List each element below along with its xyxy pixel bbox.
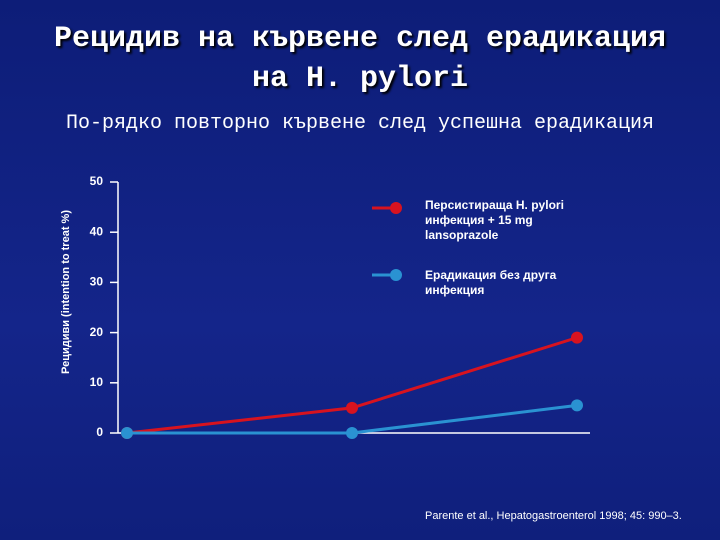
y-tick-label: 10 bbox=[90, 375, 104, 389]
chart-title: на H. pylori bbox=[251, 62, 469, 96]
chart-subtitle: По-рядко повторно кървене след успешна е… bbox=[65, 112, 655, 135]
y-tick-label: 40 bbox=[90, 224, 104, 238]
data-point bbox=[571, 331, 583, 344]
data-point bbox=[346, 427, 358, 439]
y-axis-label: Рецидиви (intention to treat %) bbox=[60, 210, 72, 374]
legend-swatch bbox=[390, 202, 402, 214]
legend-label: Персистираща H. pylori инфекция + 15 mg … bbox=[425, 198, 564, 242]
y-tick-label: 0 bbox=[96, 425, 103, 439]
source-note: Parente et al., Hepatogastroenterol 1998… bbox=[425, 510, 682, 522]
y-tick-label: 20 bbox=[90, 325, 104, 339]
y-tick-label: 30 bbox=[90, 275, 104, 289]
series-line bbox=[126, 336, 578, 435]
legend-swatch bbox=[390, 269, 402, 281]
chart-title: Рецидив на кървене след ерадикация bbox=[53, 22, 667, 56]
data-point bbox=[121, 427, 133, 439]
y-tick-label: 50 bbox=[90, 174, 104, 188]
legend-label: Ерадикация без друга инфекция bbox=[425, 268, 557, 297]
data-point bbox=[346, 401, 358, 414]
data-point bbox=[571, 399, 583, 412]
